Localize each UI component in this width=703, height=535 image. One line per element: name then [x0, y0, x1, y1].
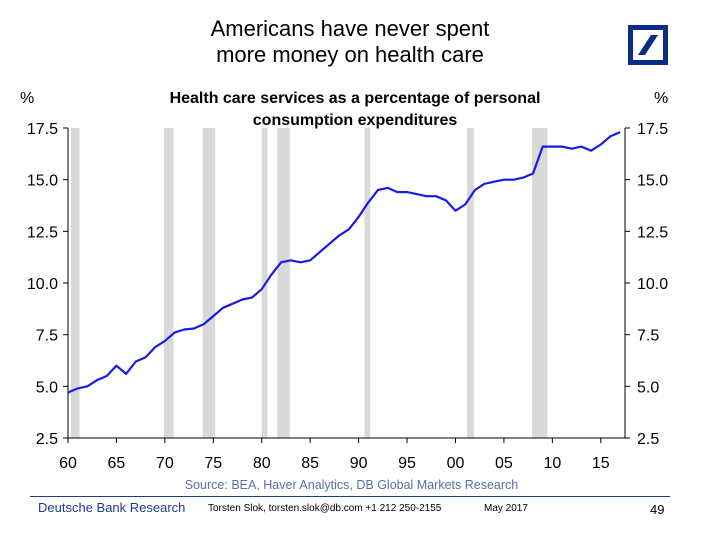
recession-band [70, 128, 80, 438]
footer-organization: Deutsche Bank Research [38, 500, 186, 515]
y-tick-label-right: 5.0 [637, 379, 659, 396]
x-tick-label: 90 [350, 455, 368, 472]
recession-band [532, 128, 548, 438]
y-tick-label-left: 10.0 [27, 276, 58, 293]
logo-frame [633, 30, 663, 60]
recession-band [202, 128, 216, 438]
y-tick-label-right: 7.5 [637, 328, 659, 345]
x-tick-label: 70 [156, 455, 174, 472]
slide-title: Americans have never spent more money on… [150, 16, 550, 68]
chart-title: Health care services as a percentage of … [120, 88, 590, 132]
y-tick-label-left: 15.0 [27, 173, 58, 190]
source-note: Source: BEA, Haver Analytics, DB Global … [184, 478, 519, 492]
footer-divider [30, 496, 670, 497]
y-tick-label-left: 5.0 [36, 379, 58, 396]
x-tick-label: 95 [398, 455, 416, 472]
series-line [67, 131, 621, 394]
recession-band [277, 128, 290, 438]
y-tick-label-left: 2.5 [36, 431, 58, 448]
footer-contact: Torsten Slok, torsten.slok@db.com +1 212… [208, 503, 442, 514]
x-tick-label: 15 [592, 455, 610, 472]
x-tick-label: 60 [59, 455, 77, 472]
chart-title-line2: consumption expenditures [252, 112, 458, 129]
deutsche-bank-logo [628, 25, 668, 65]
recession-band [364, 128, 371, 438]
x-tick-label: 75 [204, 455, 222, 472]
x-tick-label: 05 [495, 455, 513, 472]
chart-title-line1: Health care services as a percentage of … [169, 90, 541, 107]
y-tick-label-right: 17.5 [637, 121, 668, 138]
y-tick-label-left: 17.5 [27, 121, 58, 138]
y-tick-label-right: 15.0 [637, 173, 668, 190]
slide-title-line1: Americans have never spent [210, 16, 490, 41]
x-tick-label: 00 [447, 455, 465, 472]
page-number: 49 [650, 502, 665, 517]
recession-band [467, 128, 474, 438]
x-tick-label: 80 [253, 455, 271, 472]
x-tick-label: 85 [301, 455, 319, 472]
y-tick-label-left: 12.5 [27, 224, 58, 241]
y-tick-label-right: 2.5 [637, 431, 659, 448]
y-tick-label-right: 12.5 [637, 224, 668, 241]
footer-date: May 2017 [484, 503, 528, 514]
y-tick-label-right: 10.0 [637, 276, 668, 293]
y-axis-right-unit: % [654, 90, 669, 107]
slide-title-line2: more money on health care [216, 42, 484, 67]
x-tick-label: 65 [108, 455, 126, 472]
y-axis-left-unit: % [20, 90, 35, 107]
x-tick-label: 10 [543, 455, 561, 472]
y-tick-label-left: 7.5 [36, 328, 58, 345]
recession-band [163, 128, 174, 438]
logo-slash-icon [638, 35, 658, 55]
